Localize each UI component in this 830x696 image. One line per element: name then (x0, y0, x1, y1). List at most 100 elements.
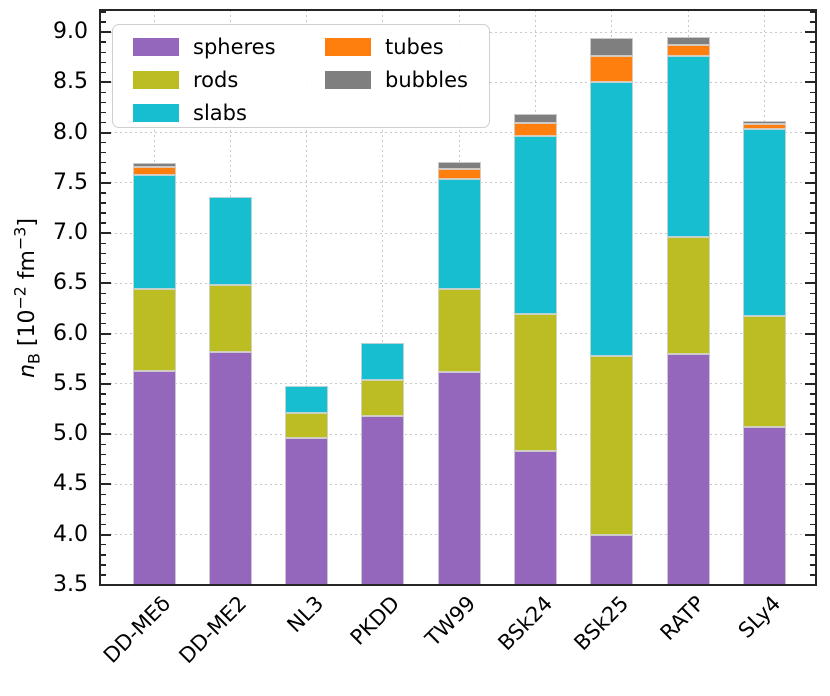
bar-segment-rods (132, 289, 176, 371)
y-tick-left (101, 513, 106, 516)
y-tick-left (101, 252, 106, 254)
y-tick-label: 5.5 (53, 370, 88, 396)
y-tick-label: 9.0 (53, 19, 88, 45)
bar-segment-tubes (514, 122, 557, 136)
y-tick-label: 3.5 (53, 572, 88, 597)
bar-segment-rods (285, 413, 329, 439)
y-tick-right (810, 363, 815, 365)
bar-segment-rods (208, 285, 252, 352)
legend-label: spheres (193, 35, 276, 59)
y-tick-right (810, 91, 815, 94)
y-tick-left (101, 544, 106, 546)
y-tick-right (810, 423, 815, 425)
y-tick-right (805, 382, 815, 385)
y-tick-left (101, 262, 106, 264)
y-tick-right (810, 101, 815, 104)
y-tick-left (101, 493, 106, 496)
y-tick-left (101, 71, 106, 74)
y-tick-right (810, 343, 815, 345)
bar-segment-spheres (285, 438, 329, 585)
y-tick-right (810, 212, 815, 214)
y-tick-left (101, 322, 106, 325)
y-tick-right (805, 483, 815, 486)
y-tick-left (101, 483, 111, 486)
y-tick-left (101, 51, 106, 53)
y-tick-right (810, 403, 815, 405)
y-tick-left (101, 282, 111, 285)
legend-label: bubbles (385, 68, 468, 92)
y-tick-right (810, 493, 815, 496)
spine-bottom (99, 584, 817, 586)
y-tick-left (101, 162, 106, 164)
y-tick-right (805, 181, 815, 184)
y-tick-right (810, 272, 815, 275)
legend-item-slabs: slabs (133, 102, 247, 124)
legend-label: slabs (193, 101, 247, 125)
bar-segment-spheres (514, 451, 557, 585)
y-tick-left (101, 443, 106, 445)
bar-segment-spheres (666, 353, 710, 585)
y-tick-label: 4.5 (53, 471, 88, 497)
legend-swatch-rods (133, 71, 179, 89)
y-tick-right (810, 11, 815, 13)
y-tick-right (805, 31, 815, 34)
y-tick-left (101, 523, 106, 526)
y-tick-right (810, 453, 815, 455)
legend-item-spheres: spheres (133, 36, 276, 58)
y-tick-right (805, 131, 815, 134)
y-tick-left (101, 503, 106, 506)
gridline-horizontal (100, 132, 815, 134)
legend-item-tubes: tubes (325, 36, 444, 58)
legend-item-rods: rods (133, 69, 238, 91)
y-tick-left (101, 363, 106, 365)
y-tick-left (101, 433, 111, 436)
y-tick-right (805, 81, 815, 84)
y-tick-right (805, 433, 815, 436)
y-tick-right (810, 21, 815, 23)
y-tick-right (810, 513, 815, 516)
spine-left (99, 9, 101, 586)
bar-segment-bubbles (666, 37, 710, 46)
y-tick-right (810, 252, 815, 254)
bar-segment-slabs (132, 174, 176, 290)
y-tick-left (101, 41, 106, 43)
y-tick-left (101, 423, 106, 425)
legend-swatch-slabs (133, 104, 179, 122)
bar-segment-spheres (132, 370, 176, 585)
legend-swatch-tubes (325, 38, 371, 56)
bar-segment-spheres (437, 371, 481, 585)
bar-segment-bubbles (742, 120, 786, 124)
y-tick-left (101, 61, 106, 63)
y-tick-right (810, 503, 815, 506)
y-tick-left (101, 554, 106, 556)
y-tick-right (805, 332, 815, 335)
bar-segment-spheres (208, 351, 252, 585)
y-tick-right (810, 373, 815, 375)
y-tick-left (101, 11, 106, 13)
y-tick-left (101, 81, 111, 84)
y-tick-left (101, 353, 106, 355)
y-tick-right (810, 242, 815, 244)
y-tick-right (810, 393, 815, 395)
legend-label: rods (193, 68, 239, 92)
bar-segment-tubes (666, 45, 710, 57)
y-tick-left (101, 91, 106, 94)
y-tick-right (810, 312, 815, 315)
y-tick-left (101, 574, 106, 576)
y-tick-label: 4.0 (53, 521, 88, 547)
y-tick-left (101, 21, 106, 23)
y-tick-right (810, 544, 815, 546)
y-tick-right (810, 41, 815, 43)
y-tick-right (810, 574, 815, 576)
y-tick-right (810, 554, 815, 556)
bar-segment-spheres (742, 427, 786, 585)
y-tick-right (805, 282, 815, 285)
bar-segment-slabs (208, 196, 252, 286)
y-tick-right (805, 533, 815, 536)
bar-segment-slabs (666, 56, 710, 238)
bar-segment-slabs (285, 385, 329, 414)
ylabel-sub: B (24, 353, 44, 364)
y-tick-label: 8.5 (53, 69, 88, 95)
y-tick-right (810, 111, 815, 114)
y-tick-left (101, 232, 111, 235)
